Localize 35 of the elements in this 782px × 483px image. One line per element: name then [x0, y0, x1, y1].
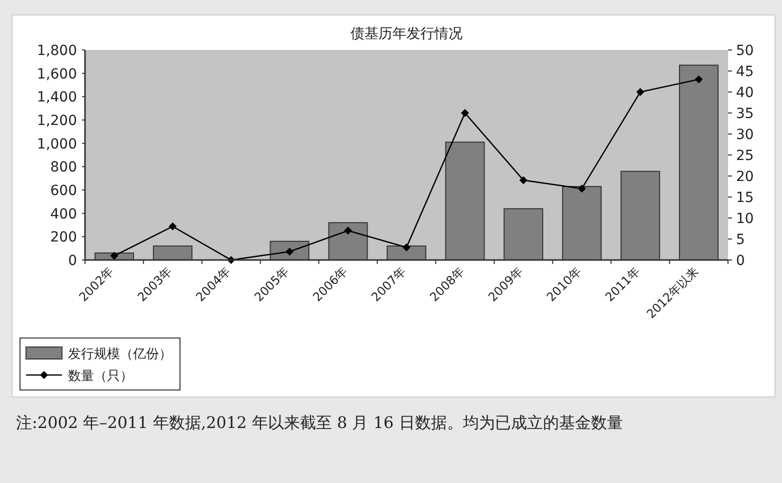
- legend-label: 发行规模（亿份）: [68, 347, 172, 362]
- chart-title: 债基历年发行情况: [350, 26, 462, 42]
- y2-tick-label: 15: [736, 190, 754, 206]
- y-tick-label: 1,200: [36, 113, 77, 129]
- y-tick-label: 1,600: [36, 66, 77, 82]
- y2-tick-label: 30: [736, 127, 754, 143]
- point: [578, 184, 586, 193]
- point: [110, 252, 118, 260]
- y2-tick-label: 10: [736, 211, 754, 227]
- y2-tick-label: 0: [736, 253, 745, 269]
- y-tick-label: 400: [50, 206, 77, 222]
- y-tick-label: 200: [50, 230, 77, 246]
- y2-tick-label: 5: [736, 232, 745, 248]
- point: [286, 248, 294, 256]
- y2-tick-label: 50: [736, 43, 754, 59]
- point: [168, 222, 177, 230]
- point: [519, 176, 528, 184]
- y-tick-label: 800: [50, 160, 77, 176]
- point: [344, 226, 352, 235]
- y2-tick-label: 40: [736, 85, 754, 101]
- point: [694, 75, 703, 84]
- y-tick-label: 1,400: [36, 90, 77, 106]
- point: [402, 243, 410, 252]
- y-tick-label: 600: [50, 183, 77, 199]
- y2-tick-label: 35: [736, 106, 754, 122]
- y2-tick-label: 45: [736, 64, 754, 80]
- legend-label: 数量（只）: [68, 369, 133, 384]
- y-tick-label: 1,800: [36, 43, 77, 59]
- y-tick-label: 1,000: [36, 136, 77, 152]
- y2-tick-label: 20: [736, 169, 754, 185]
- point: [460, 109, 469, 117]
- point: [636, 88, 644, 96]
- y-tick-label: 0: [68, 253, 77, 269]
- text: 注:2002 年–2011 年数据,2012 年以来截至 8 月 16 日数据。均为已成立的基金数量: [16, 413, 623, 432]
- y2-tick-label: 25: [736, 148, 754, 164]
